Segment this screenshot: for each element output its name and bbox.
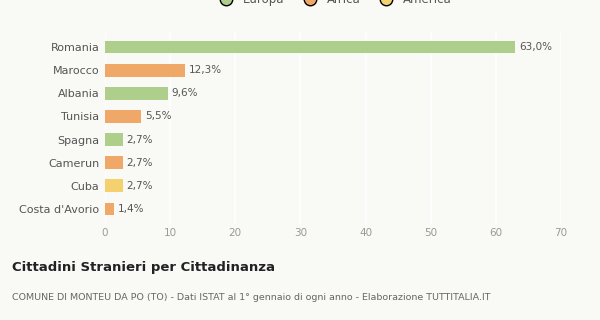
Bar	[105, 180, 122, 192]
Bar	[105, 203, 114, 215]
Text: 12,3%: 12,3%	[189, 65, 222, 75]
Bar	[105, 133, 122, 146]
Bar	[105, 64, 185, 76]
Bar	[105, 156, 122, 169]
Bar	[105, 110, 141, 123]
Text: COMUNE DI MONTEU DA PO (TO) - Dati ISTAT al 1° gennaio di ogni anno - Elaborazio: COMUNE DI MONTEU DA PO (TO) - Dati ISTAT…	[12, 293, 491, 302]
Text: 1,4%: 1,4%	[118, 204, 145, 214]
Text: 5,5%: 5,5%	[145, 111, 171, 122]
Text: 2,7%: 2,7%	[127, 158, 153, 168]
Text: 2,7%: 2,7%	[127, 134, 153, 145]
Text: 9,6%: 9,6%	[172, 88, 198, 98]
Bar	[105, 41, 515, 53]
Legend: Europa, Africa, America: Europa, Africa, America	[209, 0, 457, 11]
Text: Cittadini Stranieri per Cittadinanza: Cittadini Stranieri per Cittadinanza	[12, 261, 275, 274]
Text: 63,0%: 63,0%	[520, 42, 553, 52]
Text: 2,7%: 2,7%	[127, 181, 153, 191]
Bar	[105, 87, 167, 100]
